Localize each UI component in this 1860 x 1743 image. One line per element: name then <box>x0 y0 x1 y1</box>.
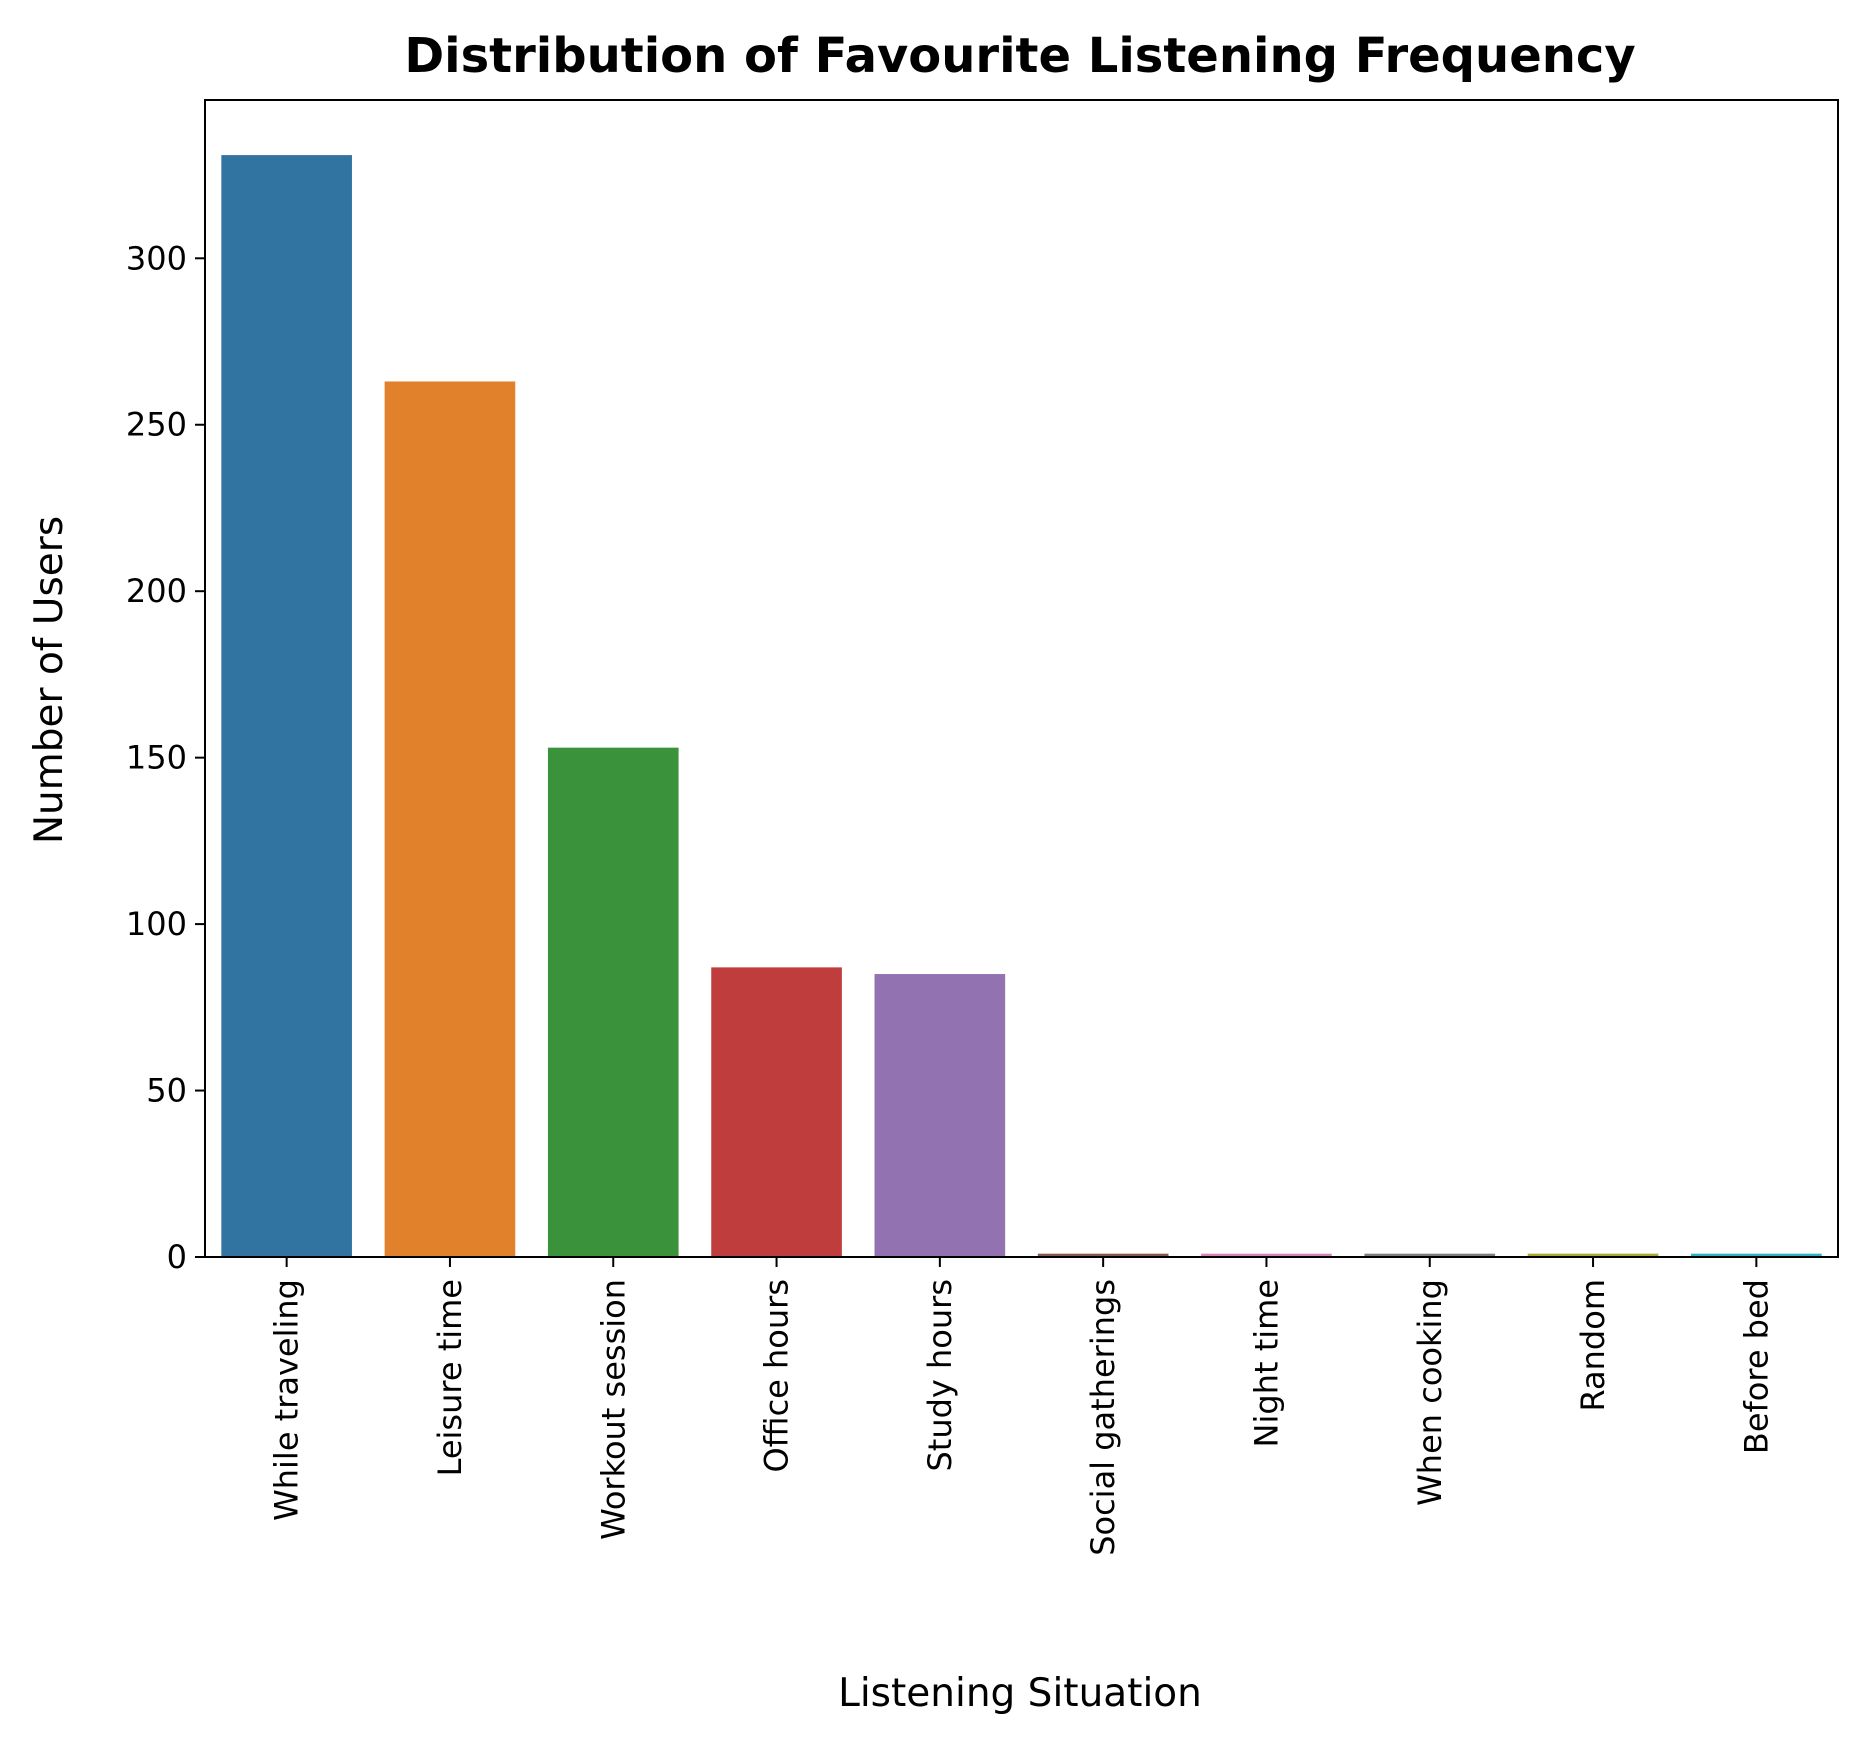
x-axis: While traveling Leisure time Workout sessi… <box>268 1257 1775 1556</box>
bar-1 <box>384 381 516 1258</box>
bar-5 <box>1037 1253 1169 1257</box>
y-tick-label-4: 200 <box>126 572 187 610</box>
x-tick-label-7: When cooking <box>1411 1279 1449 1506</box>
x-tick-label-1: Leisure time <box>431 1279 469 1476</box>
y-tick-label-6: 300 <box>126 239 187 277</box>
x-tick-label-6: Night time <box>1247 1279 1285 1447</box>
bar-3 <box>711 967 842 1257</box>
y-axis-title: Number of Users <box>27 516 72 844</box>
x-tick-label-2: Workout session <box>594 1279 632 1540</box>
plot-area <box>221 155 1822 1258</box>
bar-2 <box>547 747 679 1257</box>
bar-7 <box>1364 1253 1496 1257</box>
x-tick-label-9: Before bed <box>1737 1279 1775 1454</box>
y-tick-label-1: 50 <box>146 1072 187 1110</box>
x-axis-title: Listening Situation <box>838 1671 1202 1716</box>
bar-6 <box>1201 1253 1332 1257</box>
bar-8 <box>1527 1253 1659 1257</box>
y-tick-label-2: 100 <box>126 905 187 943</box>
chart-title: Distribution of Favourite Listening Freq… <box>404 28 1635 84</box>
bar-4 <box>874 974 1006 1257</box>
bar-0 <box>221 155 352 1258</box>
bar-9 <box>1691 1253 1822 1257</box>
y-tick-label-3: 150 <box>126 739 187 777</box>
x-tick-label-4: Study hours <box>921 1279 959 1472</box>
plot-frame <box>204 99 1839 1258</box>
x-tick-label-8: Random <box>1574 1279 1612 1411</box>
x-tick-label-0: While traveling <box>268 1279 306 1521</box>
y-tick-label-0: 0 <box>167 1238 187 1276</box>
x-tick-label-5: Social gatherings <box>1084 1279 1122 1556</box>
y-tick-label-5: 250 <box>126 406 187 444</box>
x-tick-label-3: Office hours <box>758 1279 796 1473</box>
y-axis: 0 50 100 150 200 250 300 <box>126 239 205 1276</box>
